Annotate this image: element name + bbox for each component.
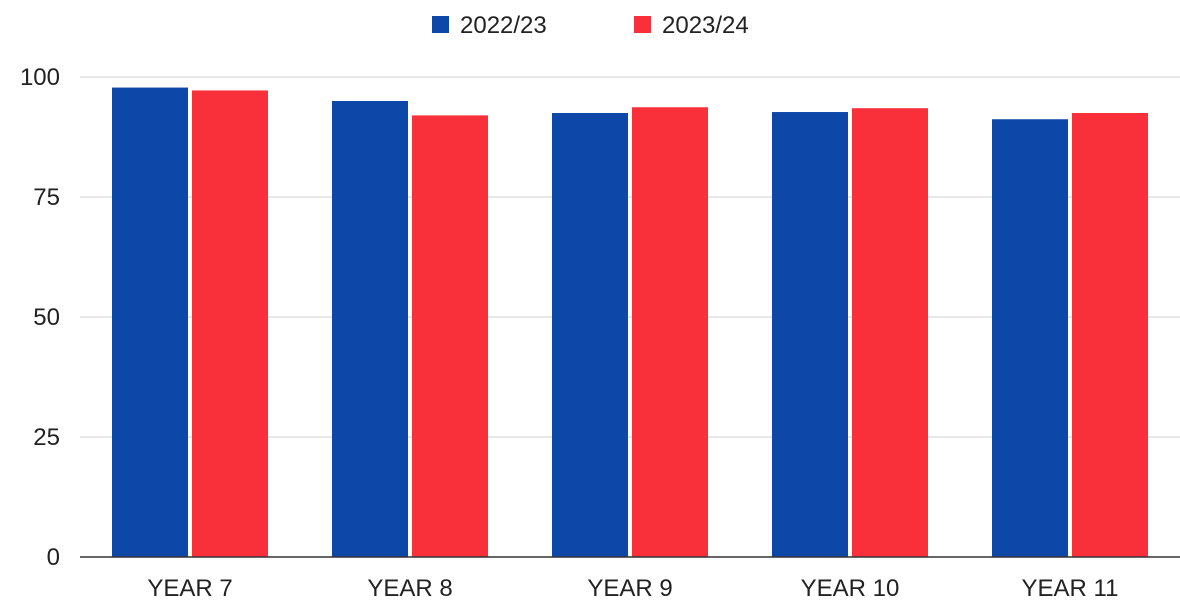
y-tick-label: 25 <box>33 424 60 451</box>
y-tick-label: 75 <box>33 184 60 211</box>
bar-2023-24-year-9 <box>632 107 708 558</box>
x-tick-label: YEAR 9 <box>587 575 672 600</box>
x-tick-label: YEAR 11 <box>1022 575 1119 600</box>
legend-swatch <box>432 16 449 33</box>
y-tick-label: 0 <box>47 544 60 571</box>
bar-2023-24-year-7 <box>192 90 268 557</box>
bar-2022-23-year-8 <box>332 101 408 557</box>
bar-2023-24-year-10 <box>852 108 928 557</box>
bar-2022-23-year-11 <box>992 119 1068 558</box>
chart-legend: 2022/23 2023/24 <box>432 12 749 39</box>
bar-2023-24-year-8 <box>412 115 488 558</box>
y-axis-ticks: 0 25 50 75 100 <box>20 64 60 571</box>
x-tick-label: YEAR 8 <box>367 575 452 600</box>
x-tick-label: YEAR 7 <box>147 575 232 600</box>
y-tick-label: 100 <box>20 64 60 91</box>
legend-label: 2022/23 <box>460 12 547 39</box>
bar-2023-24-year-11 <box>1072 113 1148 557</box>
bar-2022-23-year-10 <box>772 112 848 557</box>
legend-swatch <box>634 16 651 33</box>
x-tick-label: YEAR 10 <box>801 575 900 600</box>
x-axis-ticks: YEAR 7 YEAR 8 YEAR 9 YEAR 10 YEAR 11 <box>147 575 1118 600</box>
bars <box>112 87 1148 558</box>
legend-label: 2023/24 <box>662 12 749 39</box>
bar-2022-23-year-9 <box>552 113 628 557</box>
bar-2022-23-year-7 <box>112 87 188 557</box>
y-tick-label: 50 <box>33 304 60 331</box>
